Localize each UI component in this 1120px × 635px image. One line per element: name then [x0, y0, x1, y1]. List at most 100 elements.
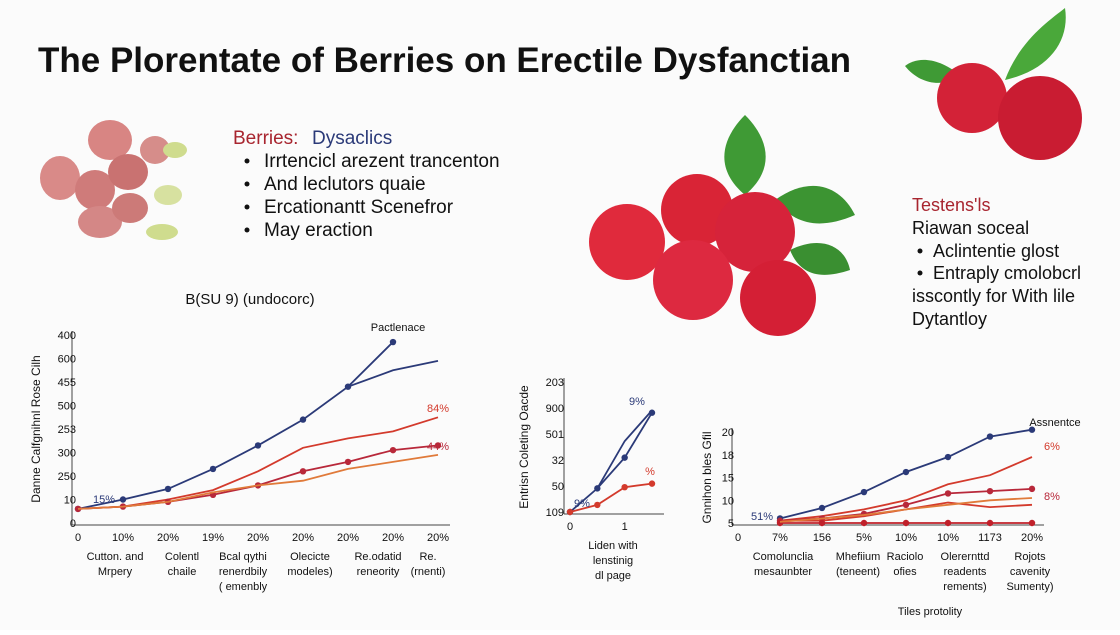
x-group-label: Comolunclia [753, 551, 814, 563]
point [389, 338, 397, 346]
y-tick-label: 253 [58, 424, 76, 436]
x-tick-label: 156 [813, 532, 831, 544]
point [344, 458, 352, 466]
x-group-label: dl page [595, 570, 631, 582]
point [299, 468, 307, 475]
annotation: 15% [93, 494, 115, 506]
y-tick-label: 250 [58, 471, 76, 483]
annotation: 6% [1044, 441, 1060, 453]
y-tick-label: 501 [546, 429, 564, 441]
x-group-label: Colentl [165, 551, 199, 563]
raspberry-top-right [905, 8, 1082, 160]
berries-heading: Dysaclics [312, 128, 392, 149]
point [594, 501, 601, 509]
x-tick-label: 20% [292, 532, 314, 544]
x-tick-label: 20% [337, 532, 359, 544]
x-group-label: Rojots [1014, 551, 1046, 563]
x-group-label: Liden with [588, 540, 638, 552]
y-tick-label: 50 [552, 481, 564, 493]
y-tick-label: 32 [552, 455, 564, 467]
x-tick-label: 0 [75, 532, 81, 544]
page-title: The Plorentate of Berries on Erectile Dy… [38, 41, 851, 80]
x-tick-label: 1 [622, 521, 628, 533]
point [164, 485, 172, 493]
series-line [347, 360, 439, 388]
x-tick-label: 10% [112, 532, 134, 544]
bullet-text: Irrtencicl arezent trancenton [264, 151, 500, 172]
y-tick-label: 109 [546, 507, 564, 519]
point [986, 487, 994, 495]
x-group-label: Cutton. and [87, 551, 144, 563]
x-tick-label: 20% [1021, 532, 1043, 544]
berries-heading: Berries: [233, 128, 298, 149]
x-group-label: Mhefiium [836, 551, 881, 563]
point [944, 519, 952, 527]
point [648, 480, 656, 487]
fruit-illustration [40, 120, 187, 240]
x-group-label: Re.odatid [354, 551, 401, 563]
y-tick-label: 300 [58, 448, 76, 460]
x-group-label: reneority [357, 566, 400, 578]
x-tick-label: 1173 [978, 532, 1002, 544]
x-group-label: renerdbily [219, 566, 268, 578]
y-axis-title: Entrisn Coleting Oacde [517, 385, 531, 509]
point [621, 483, 628, 491]
point [254, 442, 262, 449]
point [902, 468, 910, 476]
x-tick-label: 10% [937, 532, 959, 544]
annotation: Assnentce [1029, 417, 1080, 429]
x-group-label: Re. [419, 551, 436, 563]
point [944, 490, 952, 497]
y-tick-label: 400 [58, 330, 76, 342]
point [776, 519, 784, 527]
annotation: Pactlenace [371, 322, 425, 334]
x-group-label: Bcal qythi [219, 551, 267, 563]
x-group-label: readents [944, 566, 987, 578]
point [1028, 485, 1036, 493]
x-group-label: Raciolo [887, 551, 924, 563]
y-tick-label: 5 [728, 518, 734, 530]
point [818, 504, 826, 512]
y-tick-label: 20 [722, 427, 734, 439]
x-group-label: Sumenty) [1006, 581, 1053, 593]
x-group-label: (rnenti) [411, 566, 446, 578]
x-group-label: Mrpery [98, 566, 133, 578]
x-tick-label: 20% [382, 532, 404, 544]
point [986, 519, 994, 527]
y-tick-label: 10 [722, 495, 734, 507]
y-tick-label: 455 [58, 377, 76, 389]
x-tick-label: 5% [856, 532, 872, 544]
point [119, 496, 127, 503]
bullet-text: And leclutors quaie [264, 174, 426, 195]
x-group-label: Olerernttd [941, 551, 990, 563]
bullet-text: Ercationantt Scenefror [264, 197, 454, 218]
y-tick-label: 900 [546, 403, 564, 415]
x-tick-label: 20% [427, 532, 449, 544]
annotation: 84% [427, 403, 449, 415]
x-group-label: cavenity [1010, 566, 1051, 578]
point [434, 442, 442, 449]
point [209, 465, 217, 473]
x-group-label: ofies [893, 566, 917, 578]
bullet-text: Aclintentie glost [933, 241, 1059, 261]
testens-line: isscontly for With lile [912, 286, 1075, 306]
x-tick-label: 19% [202, 532, 224, 544]
annotation: % [645, 466, 655, 478]
x-group-label: Olecicte [290, 551, 330, 563]
raspberry-illustration [589, 115, 855, 336]
testens-heading: Testens'ls [912, 195, 990, 215]
y-tick-label: 15 [722, 473, 734, 485]
series-line [77, 341, 394, 510]
y-tick-label: 203 [546, 377, 564, 389]
testens-subheading: Riawan soceal [912, 218, 1029, 238]
x-tick-label: 7% [772, 532, 788, 544]
series-line [569, 412, 653, 513]
point [818, 519, 826, 527]
x-footer: Tiles protolity [898, 606, 963, 618]
x-group-label: mesaunbter [754, 566, 812, 578]
x-tick-label: 20% [247, 532, 269, 544]
point [621, 454, 628, 461]
y-axis-title: Danne Calfgnihnl Rose Cilh [29, 355, 43, 502]
